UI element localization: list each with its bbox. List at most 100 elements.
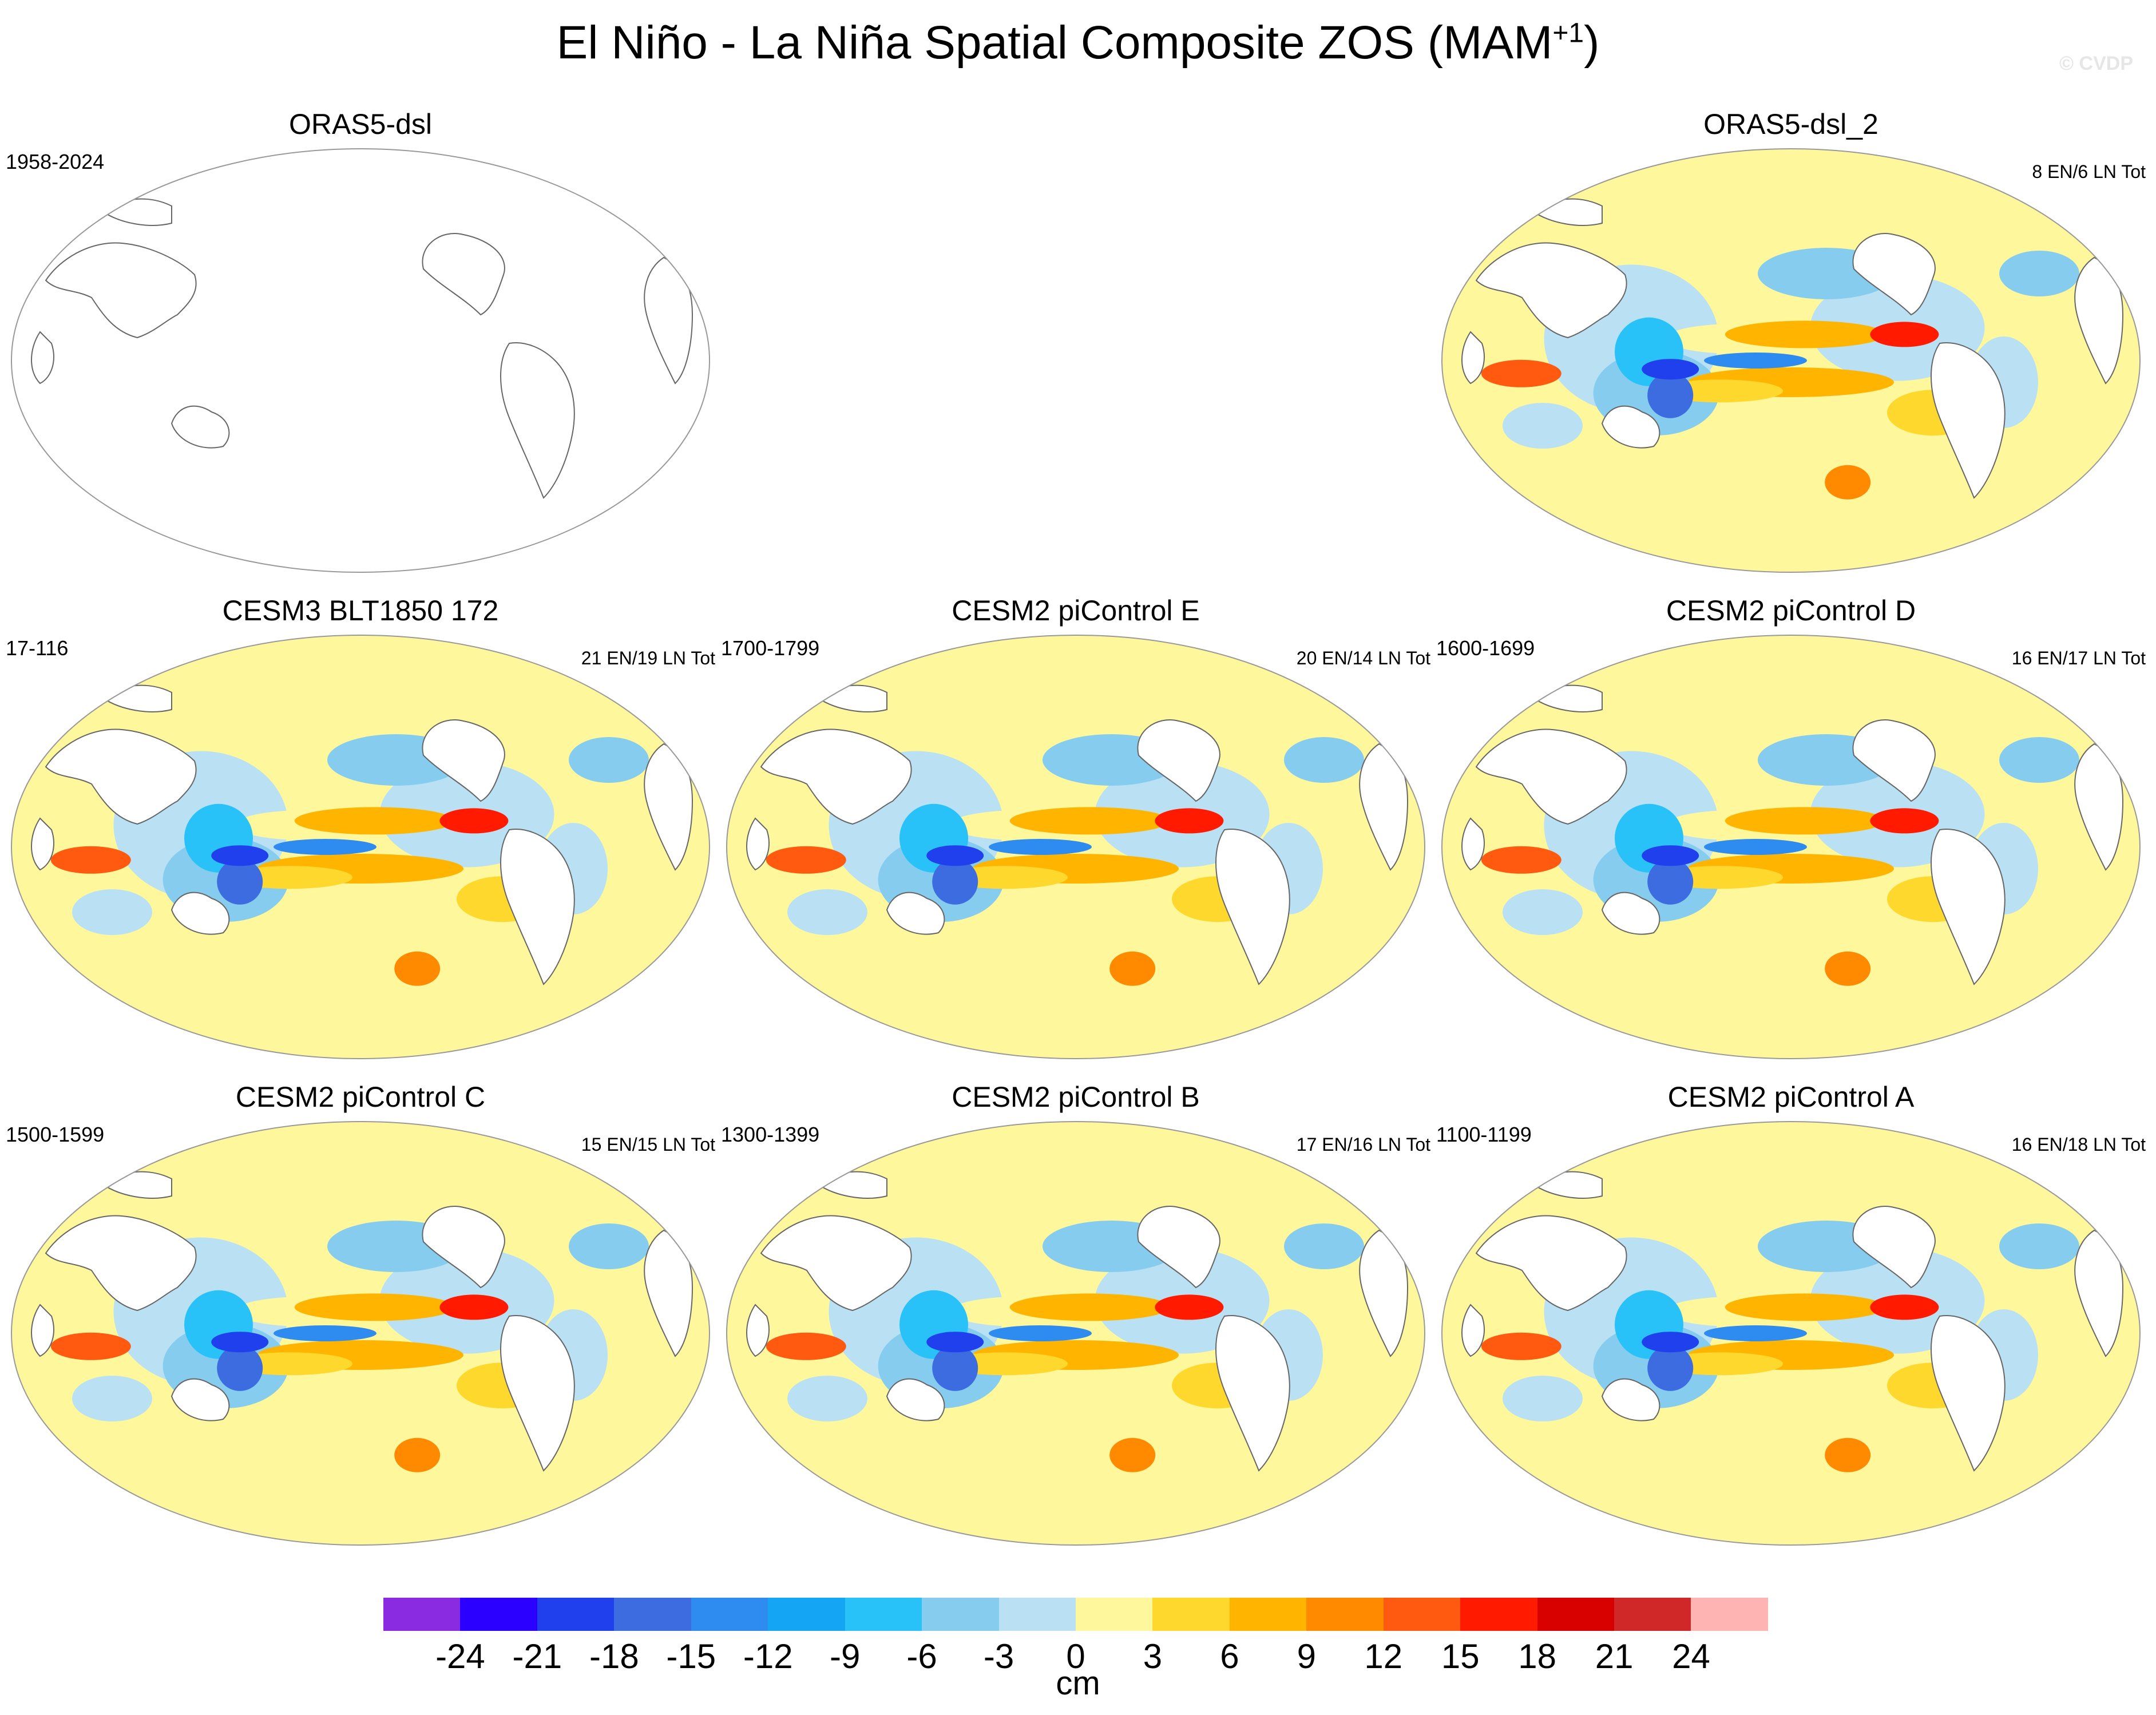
colorbar-tick-label: 6 xyxy=(1220,1637,1239,1676)
colorbar-box xyxy=(691,1598,768,1631)
colorbar-tick-label: -21 xyxy=(512,1637,562,1676)
land-outline xyxy=(500,1315,575,1472)
map xyxy=(726,635,1425,1059)
panel-period: 1600-1699 xyxy=(1436,636,1535,660)
map-border xyxy=(11,148,710,573)
panel-title: CESM2 piControl A xyxy=(1667,1081,1915,1113)
ocean-anomaly-blob xyxy=(1641,996,1870,1028)
colorbar-box xyxy=(1614,1598,1691,1631)
ocean-anomaly-blob xyxy=(1503,1376,1583,1421)
ocean-anomaly-blob xyxy=(72,889,152,935)
land-outline xyxy=(1852,719,1936,802)
ocean-anomaly-blob xyxy=(274,1325,376,1341)
ocean-anomaly-blob xyxy=(211,845,269,866)
land-outline xyxy=(171,892,230,935)
land-outline xyxy=(1852,233,1936,316)
panel-title: ORAS5-dsl_2 xyxy=(1703,108,1878,140)
map-fields xyxy=(11,635,710,1059)
map xyxy=(11,1121,710,1546)
land-outline xyxy=(1359,1229,1409,1357)
ocean-anomaly-blob xyxy=(1563,446,1735,492)
ocean-anomaly-blob xyxy=(1999,737,2079,783)
ocean-anomaly-blob xyxy=(346,1167,517,1195)
ocean-anomaly-blob xyxy=(1870,322,1939,347)
colorbar-box xyxy=(1383,1598,1461,1631)
land-outline xyxy=(422,1206,505,1289)
ocean-anomaly-blob xyxy=(1825,951,1871,986)
land-outline xyxy=(2074,1229,2124,1357)
colorbar-box xyxy=(383,1598,461,1631)
ocean-anomaly-blob xyxy=(932,1345,978,1391)
ocean-anomaly-blob xyxy=(787,1376,867,1421)
map-border xyxy=(1441,635,2141,1059)
ocean-anomaly-blob xyxy=(848,933,1020,979)
land-outline xyxy=(644,256,693,385)
ocean-anomaly-blob xyxy=(766,1332,846,1360)
ocean-anomaly-blob xyxy=(1284,737,1364,783)
ocean-anomaly-blob xyxy=(766,846,846,874)
colorbar xyxy=(383,1598,1768,1631)
ocean-anomaly-blob xyxy=(1641,509,1870,542)
colorbar-tick-label: -9 xyxy=(829,1637,861,1676)
land-outline xyxy=(45,1215,197,1312)
map-fields xyxy=(11,1122,710,1545)
land-outline xyxy=(1461,817,1485,871)
ocean-anomaly-blob xyxy=(1647,858,1694,905)
land-outline xyxy=(644,1229,693,1357)
colorbar-box xyxy=(1075,1598,1153,1631)
colorbar-tick-label: -12 xyxy=(743,1637,793,1676)
colorbar-ticks: -24 -21 -18 -15 -12 -9 -6 -3 0 3 6 9 12 15 18 21 24 xyxy=(383,1637,1768,1677)
ocean-anomaly-blob xyxy=(1704,352,1807,369)
land-outline xyxy=(1852,1206,1936,1289)
land-outline xyxy=(1601,405,1660,449)
land-outline xyxy=(1359,743,1409,871)
ocean-anomaly-blob xyxy=(394,951,441,986)
ocean-anomaly-blob xyxy=(1647,372,1694,418)
ocean-anomaly-blob xyxy=(1776,194,1948,223)
map-border xyxy=(11,1121,710,1546)
ocean-anomaly-blob xyxy=(1870,1294,1939,1320)
colorbar-box xyxy=(845,1598,922,1631)
figure-title-text: El Niño - La Niña Spatial Composite ZOS … xyxy=(556,17,1553,69)
panel-event-count: 16 EN/18 LN Tot xyxy=(2011,1134,2146,1155)
panel-cesm2-picontrol-c: CESM2 piControl C 1500-1599 15 EN/15 LN … xyxy=(6,1081,715,1556)
panel-cesm2-picontrol-b: CESM2 piControl B 1300-1399 17 EN/16 LN … xyxy=(721,1081,1430,1556)
panel-period: 1500-1599 xyxy=(6,1123,105,1146)
ocean-anomaly-blob xyxy=(1061,680,1232,709)
land-outline xyxy=(500,342,575,499)
ocean-anomaly-blob xyxy=(1061,1167,1232,1195)
ocean-anomaly-blob xyxy=(1503,403,1583,449)
colorbar-box xyxy=(1306,1598,1384,1631)
land-outline xyxy=(422,233,505,316)
ocean-anomaly-blob xyxy=(1642,845,1699,866)
ocean-anomaly-blob xyxy=(989,839,1092,855)
land-outline xyxy=(644,743,693,871)
colorbar-box xyxy=(1537,1598,1614,1631)
ocean-anomaly-blob xyxy=(217,1345,263,1391)
ocean-anomaly-blob xyxy=(50,846,131,874)
ocean-anomaly-blob xyxy=(72,1376,152,1421)
ocean-anomaly-blob xyxy=(569,737,649,783)
ocean-anomaly-blob xyxy=(1870,808,1939,834)
land-outline xyxy=(171,1378,230,1421)
panel-cesm2-picontrol-a: CESM2 piControl A 1100-1199 16 EN/18 LN … xyxy=(1436,1081,2146,1556)
map xyxy=(1441,148,2141,573)
panel-period: 17-116 xyxy=(6,636,69,660)
map-border xyxy=(726,1121,1425,1546)
map-fields xyxy=(1442,149,2140,572)
ocean-anomaly-blob xyxy=(394,1437,441,1472)
land-outline xyxy=(1601,1378,1660,1421)
ocean-anomaly-blob xyxy=(1725,1293,1885,1321)
panel-cesm2-picontrol-d: CESM2 piControl D 1600-1699 16 EN/17 LN … xyxy=(1436,595,2146,1070)
panel-period: 1100-1199 xyxy=(1436,1123,1532,1146)
ocean-anomaly-blob xyxy=(1641,1482,1870,1515)
ocean-anomaly-blob xyxy=(346,680,517,709)
figure-title-close: ) xyxy=(1584,17,1600,69)
land-outline xyxy=(1475,1215,1627,1312)
colorbar-box xyxy=(922,1598,999,1631)
land-outline xyxy=(1215,1315,1290,1472)
ocean-anomaly-blob xyxy=(50,1332,131,1360)
land-outline xyxy=(1137,1206,1220,1289)
colorbar-box xyxy=(1691,1598,1768,1631)
panel-event-count: 8 EN/6 LN Tot xyxy=(2032,161,2146,182)
